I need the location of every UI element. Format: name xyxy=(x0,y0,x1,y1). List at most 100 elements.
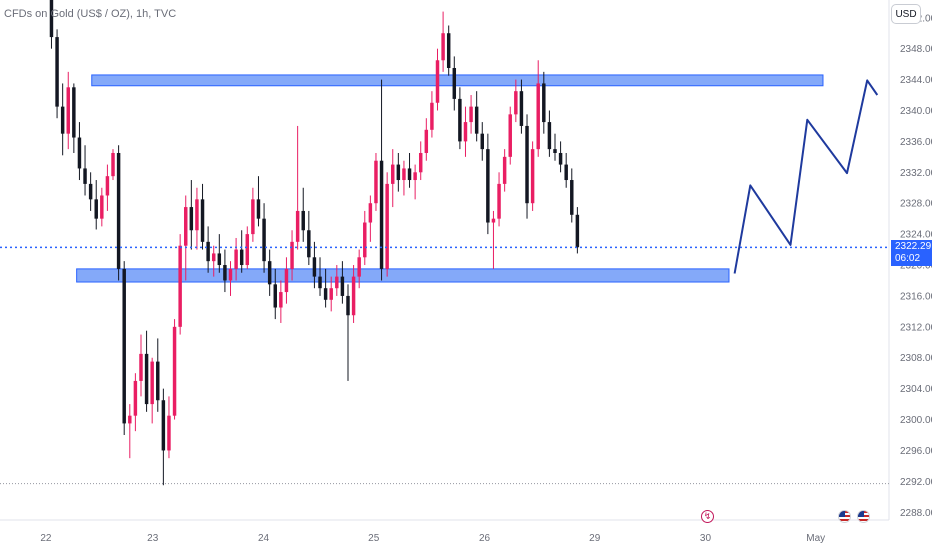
candle-body xyxy=(497,183,501,219)
candle-body xyxy=(357,257,361,277)
candle-body xyxy=(407,168,412,181)
candle-body xyxy=(396,164,401,181)
candle-body xyxy=(329,288,333,300)
x-tick-label: May xyxy=(806,533,825,544)
candle-body xyxy=(178,245,182,327)
y-tick-label: 2296.00 xyxy=(900,446,932,457)
candle-body xyxy=(446,33,451,68)
candle-body xyxy=(502,156,507,184)
candle-body xyxy=(167,415,171,451)
candle-body xyxy=(402,168,406,181)
candle-body xyxy=(374,160,378,204)
candle-body xyxy=(363,222,367,258)
candle-body xyxy=(312,257,317,277)
candle-body xyxy=(391,164,395,184)
chart-title: CFDs on Gold (US$ / OZ), 1h, TVC xyxy=(4,8,177,20)
x-tick-label: 30 xyxy=(700,533,712,544)
y-tick-label: 2292.00 xyxy=(900,477,932,488)
candle-body xyxy=(575,214,580,248)
candle-body xyxy=(536,83,540,150)
candle-body xyxy=(267,261,272,285)
candle-body xyxy=(335,276,339,289)
candle-body xyxy=(418,152,423,173)
y-tick-label: 2308.00 xyxy=(900,353,932,364)
y-tick-label: 2288.00 xyxy=(900,508,932,519)
candle-body xyxy=(340,276,345,296)
candle-body xyxy=(385,183,389,269)
candle-body xyxy=(189,207,194,231)
candle-body xyxy=(430,102,434,130)
y-tick-label: 2324.00 xyxy=(900,230,932,241)
candle-body xyxy=(116,152,121,269)
currency-button[interactable]: USD xyxy=(891,4,921,24)
candle-body xyxy=(452,67,457,99)
x-tick-label: 24 xyxy=(258,533,270,544)
candle-body xyxy=(474,106,479,134)
candle-body xyxy=(94,199,98,219)
candle-body xyxy=(139,353,143,381)
x-tick-label: 29 xyxy=(589,533,601,544)
candle-body xyxy=(323,288,328,300)
candle-body xyxy=(156,361,160,401)
lightning-icon[interactable]: ↯ xyxy=(701,510,714,523)
candle-body xyxy=(480,133,484,150)
candle-body xyxy=(172,326,177,416)
candle-body xyxy=(133,380,138,416)
x-tick-label: 23 xyxy=(147,533,159,544)
candle-body xyxy=(273,284,277,308)
candle-body xyxy=(525,125,529,204)
candle-body xyxy=(211,253,216,262)
x-tick-label: 26 xyxy=(479,533,491,544)
x-tick-label: 22 xyxy=(40,533,52,544)
candle-body xyxy=(290,241,294,269)
candle-body xyxy=(486,149,490,223)
candle-body xyxy=(239,249,244,266)
candle-body xyxy=(553,149,557,153)
price-label-box: 2322.29 06:02 xyxy=(891,240,932,266)
y-tick-label: 2300.00 xyxy=(900,415,932,426)
candle-body xyxy=(564,164,568,181)
candle-body xyxy=(122,268,126,424)
candle-body xyxy=(60,106,65,134)
candle-body xyxy=(514,91,518,115)
candle-body xyxy=(251,199,255,235)
y-tick-label: 2312.00 xyxy=(900,322,932,333)
y-tick-label: 2340.00 xyxy=(900,106,932,117)
candle-body xyxy=(77,137,82,169)
candle-body xyxy=(368,203,373,223)
candle-body xyxy=(530,149,535,204)
candle-body xyxy=(105,176,110,196)
y-tick-label: 2348.00 xyxy=(900,44,932,55)
candle-body xyxy=(413,172,417,181)
bar-countdown: 06:02 xyxy=(895,253,921,264)
candle-body xyxy=(379,160,384,269)
candle-body xyxy=(558,152,563,165)
candle-body xyxy=(508,114,512,157)
candle-body xyxy=(100,195,104,219)
candle-body xyxy=(184,207,188,246)
support-zone xyxy=(76,268,730,283)
us-flag-icon[interactable] xyxy=(838,510,851,523)
candle-body xyxy=(66,87,70,134)
y-tick-label: 2316.00 xyxy=(900,291,932,302)
candle-body xyxy=(150,361,154,405)
candle-body xyxy=(570,180,574,215)
candle-body xyxy=(144,353,149,405)
candle-body xyxy=(206,241,210,262)
y-tick-label: 2328.00 xyxy=(900,199,932,210)
candle-body xyxy=(111,152,115,177)
candle-body xyxy=(463,122,468,142)
candle-body xyxy=(441,33,445,61)
candle-body xyxy=(128,415,132,424)
candle-body xyxy=(72,87,76,138)
y-tick-label: 2344.00 xyxy=(900,75,932,86)
candle-body xyxy=(307,230,311,258)
candle-body xyxy=(245,234,250,266)
projection-path xyxy=(733,79,879,274)
candle-body xyxy=(346,295,350,316)
us-flag-icon[interactable] xyxy=(857,510,870,523)
y-tick-label: 2320.00 xyxy=(900,261,932,272)
candle-body xyxy=(55,37,59,107)
